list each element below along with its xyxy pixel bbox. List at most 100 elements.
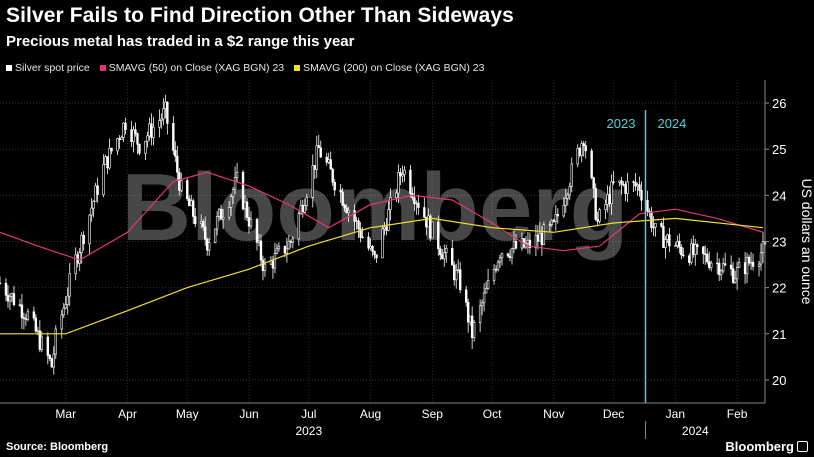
candle-body <box>638 184 641 191</box>
legend-label-sma200: SMAVG (200) on Close (XAG BGN) 23 <box>303 62 485 74</box>
candle <box>343 203 346 212</box>
candle-body <box>692 243 695 255</box>
candle <box>92 199 95 218</box>
candle-body <box>751 261 755 267</box>
candle-body <box>287 240 291 250</box>
candle <box>64 296 67 310</box>
candle <box>708 251 711 271</box>
candle-body <box>40 336 44 350</box>
candle-body <box>277 245 281 250</box>
candle-body <box>4 282 8 296</box>
candle <box>172 115 175 155</box>
candle-body <box>217 208 221 217</box>
candle <box>636 182 639 196</box>
candle-body <box>46 336 50 356</box>
candle <box>445 244 448 263</box>
x-tick-label: Mar <box>55 407 76 421</box>
candle-body <box>500 253 504 258</box>
candle <box>749 252 753 271</box>
candle <box>90 198 93 222</box>
candle-body <box>345 207 348 213</box>
y-axis: 20 21 22 23 24 25 26 <box>765 96 786 388</box>
candle-body <box>455 270 458 281</box>
candle-body <box>608 194 611 205</box>
candle <box>403 166 406 182</box>
candle <box>361 227 364 239</box>
candle <box>580 140 583 163</box>
candle-body <box>303 205 307 213</box>
candle-body <box>733 278 737 283</box>
candle <box>319 140 322 158</box>
candle-body <box>680 246 683 256</box>
candle <box>130 120 133 147</box>
candle-body <box>160 118 163 121</box>
candle <box>255 217 259 251</box>
candle <box>556 208 560 224</box>
candle-body <box>94 185 97 202</box>
candle-body <box>594 187 597 220</box>
candle-body <box>357 220 360 230</box>
x-axis: Mar Apr May Jun Jul Aug Sep Oct Nov Dec Jan Feb 2023… <box>0 402 765 439</box>
candle-body <box>735 266 739 280</box>
candle-body <box>339 189 342 193</box>
candle-body <box>36 330 40 332</box>
candle <box>120 135 123 141</box>
candle-body <box>150 123 153 138</box>
candle-body <box>592 177 595 189</box>
candle <box>646 190 649 217</box>
y-tick-label: 25 <box>772 142 786 157</box>
candle-body <box>498 257 502 263</box>
candle-body <box>660 223 663 227</box>
candle-body <box>213 228 217 243</box>
candle-body <box>564 198 567 206</box>
candle-body <box>233 177 237 190</box>
candle <box>116 137 119 156</box>
candle <box>164 94 167 119</box>
candle <box>144 140 147 161</box>
candle-body <box>482 292 486 304</box>
candle <box>40 331 44 353</box>
candle-body <box>180 180 183 191</box>
candle-body <box>409 169 412 194</box>
candle-body <box>570 163 573 187</box>
candle-body <box>200 221 203 224</box>
candle <box>38 320 42 353</box>
candle <box>375 254 378 264</box>
x-year-label: 2023 <box>295 424 322 438</box>
candle <box>548 221 552 233</box>
candle <box>32 306 36 321</box>
x-tick-label: Jul <box>301 407 316 421</box>
candle-body <box>118 138 121 141</box>
candle-body <box>60 314 63 330</box>
candle-body <box>719 270 723 276</box>
candle-body <box>417 202 420 208</box>
candle <box>221 208 225 230</box>
candle <box>472 320 476 342</box>
candle <box>46 332 50 365</box>
candle <box>757 261 761 277</box>
candle <box>747 254 751 266</box>
candle-body <box>690 243 693 263</box>
candle-body <box>510 248 514 258</box>
candle <box>723 252 727 267</box>
candle <box>592 176 595 198</box>
candle <box>395 189 398 203</box>
candle <box>0 276 2 285</box>
candle <box>74 247 77 281</box>
candle <box>122 122 125 143</box>
candle-body <box>403 169 406 175</box>
candle <box>717 258 721 282</box>
candle <box>359 221 362 243</box>
candle-body <box>313 165 316 170</box>
candle-body <box>373 250 376 255</box>
candle <box>4 278 8 302</box>
candle <box>166 101 169 135</box>
candle-body <box>457 269 460 271</box>
candle <box>371 245 374 257</box>
candle-body <box>144 140 147 154</box>
candle <box>353 204 356 232</box>
candle-body <box>496 261 500 271</box>
candle <box>650 206 653 233</box>
brand-icon <box>797 441 808 452</box>
candle <box>213 228 217 244</box>
